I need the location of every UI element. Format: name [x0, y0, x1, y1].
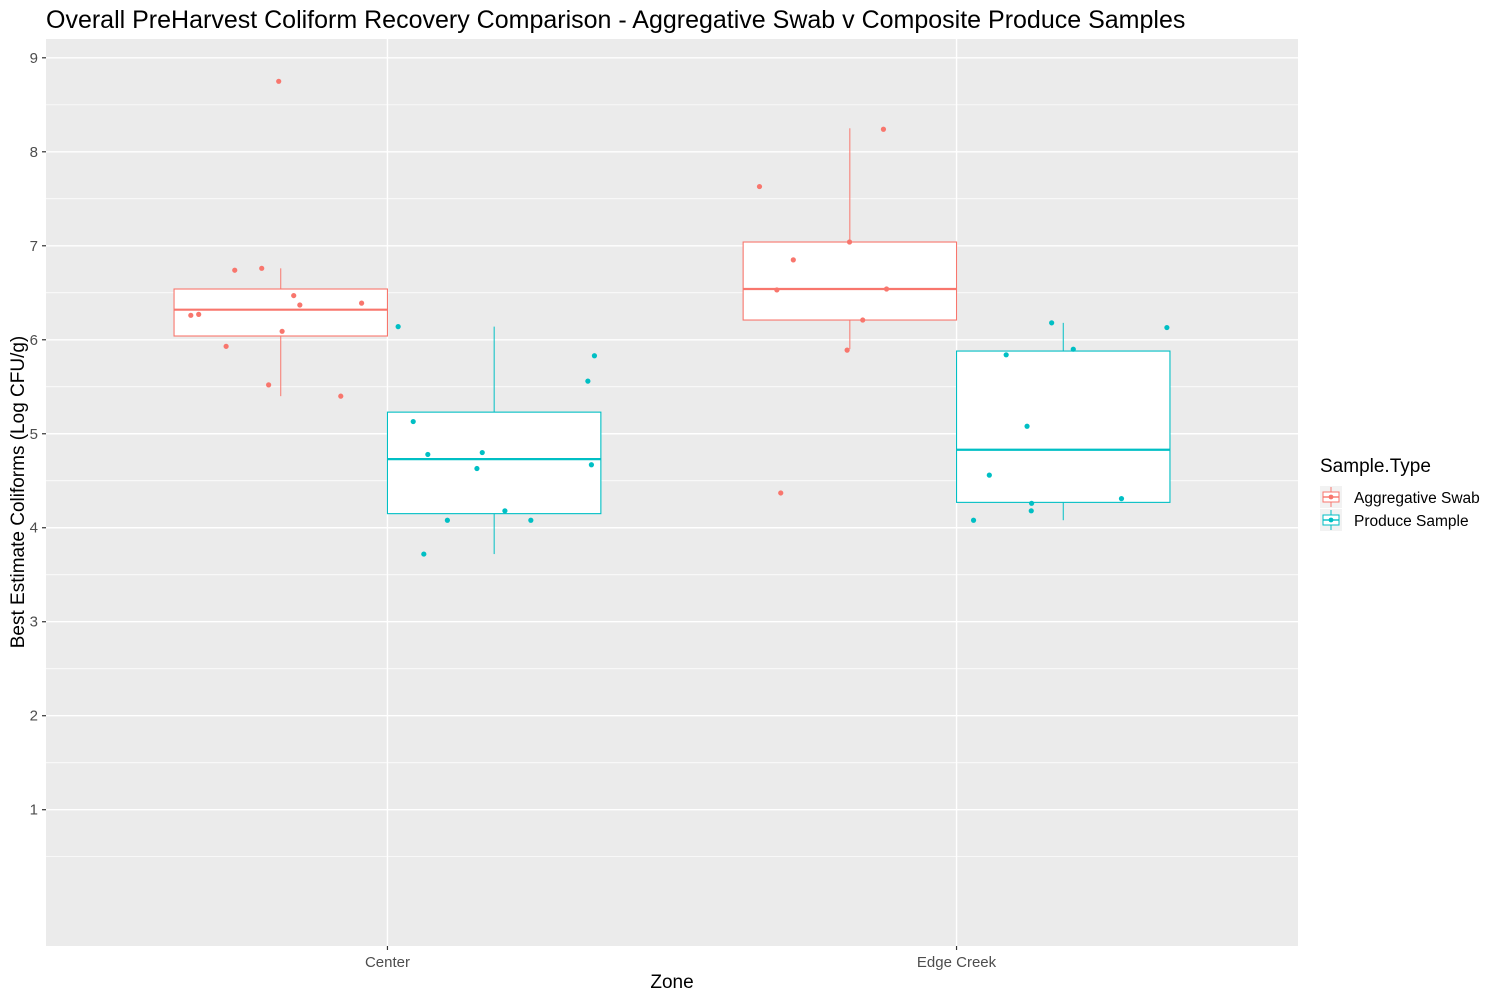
- grid-minor: [46, 104, 1298, 858]
- y-tick-label: 9: [30, 50, 38, 67]
- data-point: [421, 551, 427, 557]
- legend-label: Produce Sample: [1354, 513, 1469, 530]
- data-point: [395, 324, 401, 330]
- y-tick-label: 6: [30, 332, 38, 349]
- x-tick-label: Center: [365, 954, 410, 971]
- y-axis: 1 2 3 4 5 6 7 8 9: [30, 50, 46, 819]
- data-point: [790, 257, 796, 263]
- data-point: [528, 517, 534, 523]
- data-point: [986, 472, 992, 478]
- data-point: [474, 465, 480, 472]
- data-point: [591, 353, 598, 359]
- data-point: [259, 265, 265, 271]
- boxplots: [173, 128, 1171, 555]
- y-tick-label: 1: [30, 802, 38, 819]
- boxplot-0-0: [173, 268, 389, 397]
- boxplot-1-1: [955, 322, 1171, 521]
- data-point: [756, 183, 763, 190]
- legend-key-point: [1328, 517, 1334, 523]
- data-point: [1164, 324, 1170, 331]
- y-tick-label: 3: [30, 614, 38, 631]
- y-axis-title: Best Estimate Coliforms (Log CFU/g): [8, 336, 29, 649]
- data-point: [297, 302, 303, 308]
- legend-title: Sample.Type: [1320, 456, 1431, 477]
- grid-major: [46, 39, 1298, 946]
- x-tick-label: Edge Creek: [917, 954, 997, 971]
- legend-item-1: Produce Sample: [1320, 509, 1469, 531]
- data-point: [479, 449, 485, 456]
- y-tick-label: 8: [30, 144, 38, 161]
- y-tick-label: 4: [30, 520, 38, 537]
- data-point: [266, 382, 272, 388]
- box-iqr: [742, 241, 958, 321]
- legend-label: Aggregative Swab: [1354, 490, 1480, 507]
- data-point: [774, 287, 780, 293]
- data-point: [585, 378, 591, 384]
- data-point: [1003, 352, 1009, 358]
- legend-item-0: Aggregative Swab: [1320, 486, 1480, 508]
- box-iqr: [955, 350, 1171, 503]
- data-point: [970, 517, 977, 523]
- data-point: [844, 347, 850, 353]
- data-point: [846, 239, 853, 245]
- data-point: [291, 292, 297, 299]
- x-axis: Center Edge Creek: [365, 946, 997, 971]
- data-point: [1028, 508, 1034, 514]
- data-point: [223, 343, 229, 349]
- boxplot-0-1: [742, 128, 958, 350]
- data-point: [778, 490, 784, 496]
- data-point: [1024, 423, 1030, 429]
- x-axis-title: Zone: [650, 972, 693, 993]
- data-point: [588, 462, 595, 468]
- data-point: [1070, 346, 1076, 352]
- data-point: [188, 312, 194, 318]
- data-point: [359, 300, 365, 306]
- data-point: [410, 418, 416, 425]
- data-point: [1049, 320, 1055, 326]
- plot-panel: [46, 39, 1298, 946]
- data-point: [425, 451, 431, 458]
- boxplot-1-0: [386, 326, 602, 555]
- y-tick-label: 5: [30, 426, 38, 443]
- data-point: [196, 311, 202, 317]
- data-point: [444, 517, 450, 523]
- data-point: [1118, 496, 1125, 502]
- data-point: [1029, 500, 1035, 506]
- y-tick-label: 2: [30, 708, 38, 725]
- y-tick-label: 7: [30, 238, 38, 255]
- data-point: [279, 328, 285, 334]
- data-point: [880, 126, 887, 132]
- data-point: [232, 267, 238, 273]
- data-points: [188, 78, 1170, 557]
- data-point: [338, 393, 344, 399]
- legend-key-point: [1328, 494, 1334, 500]
- data-point: [860, 317, 866, 323]
- box-iqr: [386, 411, 602, 515]
- data-point: [502, 508, 508, 514]
- data-point: [276, 78, 282, 84]
- data-point: [883, 286, 890, 292]
- chart-title: Overall PreHarvest Coliform Recovery Com…: [46, 6, 1185, 34]
- legend: Sample.Type Aggregative Swab Produce Samp…: [1320, 456, 1480, 531]
- box-iqr: [173, 288, 389, 337]
